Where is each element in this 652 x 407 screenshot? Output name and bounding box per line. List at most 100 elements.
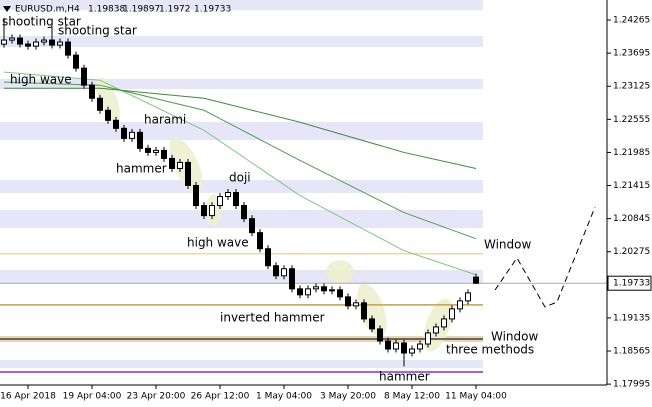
annotation: doji (229, 171, 251, 185)
candle-body (185, 161, 191, 186)
candle-body (265, 248, 271, 267)
ohlc-high: 1.19897 (123, 5, 160, 15)
candle-body (273, 265, 279, 277)
candle-body (9, 37, 15, 41)
annotation: hammer (116, 162, 167, 176)
candle-body (369, 318, 375, 330)
annotation: hammer (379, 370, 430, 384)
y-tick-label: 1.21985 (613, 148, 650, 158)
candle-body (337, 289, 343, 298)
x-tick-label: 19 Apr 04:00 (63, 392, 122, 402)
x-tick-label: 1 May 04:00 (256, 392, 312, 402)
candle-body (345, 296, 351, 307)
candle-body (201, 205, 207, 217)
candle-body (441, 318, 447, 328)
y-tick-label: 1.17995 (613, 380, 650, 390)
annotation: three methods (446, 343, 534, 357)
annotation: Window (491, 330, 539, 344)
annotation: inverted hammer (220, 311, 325, 325)
y-tick-label: 1.24265 (613, 16, 650, 26)
y-tick-label: 1.20845 (613, 214, 650, 224)
candle-body (393, 342, 399, 350)
x-tick-label: 11 May 04:00 (445, 392, 507, 402)
candle-body (305, 288, 311, 296)
y-tick-label: 1.19135 (613, 313, 650, 323)
candle-body (473, 276, 479, 284)
candle-body (1, 39, 7, 45)
annotation: high wave (10, 73, 72, 87)
candle-body (465, 292, 471, 302)
ohlc-open: 1.19838 (88, 5, 125, 15)
candle-body (217, 196, 223, 207)
candle-body (433, 326, 439, 334)
annotation: shooting star (58, 24, 137, 38)
candle-body (241, 205, 247, 220)
candle-body (49, 39, 55, 46)
candle-body (161, 149, 167, 159)
candle-body (121, 127, 127, 139)
annotation: shooting star (2, 15, 81, 29)
candle-body (329, 289, 335, 292)
candle-body (361, 302, 367, 320)
candle-body (129, 131, 135, 139)
candle-body (297, 288, 303, 296)
x-tick-label: 3 May 20:00 (320, 392, 376, 402)
price-box (607, 275, 652, 291)
candle-body (401, 342, 407, 354)
menu-icon (3, 6, 11, 12)
projection (494, 206, 596, 308)
candle-body (449, 308, 455, 320)
candle-body (289, 268, 295, 290)
candle-body (97, 97, 103, 111)
y-tick-label: 1.21415 (613, 181, 650, 191)
candle-body (409, 348, 415, 354)
candle-body (153, 149, 159, 153)
candle-body (145, 147, 151, 153)
candle-body (41, 39, 47, 43)
candle-body (113, 119, 119, 129)
y-tick-label: 1.22555 (613, 115, 650, 125)
candle-body (313, 286, 319, 290)
candle-body (281, 268, 287, 277)
ohlc-low: 1.1972 (159, 5, 191, 15)
y-tick-label: 1.23125 (613, 82, 650, 92)
candle-body (25, 43, 31, 47)
y-tick-label: 1.20275 (613, 247, 650, 257)
x-tick-label: 23 Apr 20:00 (127, 392, 186, 402)
candle-body (177, 161, 183, 169)
candle-body (353, 302, 359, 307)
x-tick-label: 26 Apr 12:00 (191, 392, 250, 402)
candle-body (257, 232, 263, 250)
ohlc-close: 1.19733 (194, 5, 231, 15)
annotation: Window (484, 238, 532, 252)
candle-body (137, 131, 143, 149)
candle-body (105, 109, 111, 121)
candle-body (425, 332, 431, 345)
plot (0, 18, 607, 373)
candle-body (33, 41, 39, 47)
candle-body (233, 192, 239, 207)
candle-body (57, 41, 63, 46)
x-tick-label: 8 May 12:00 (384, 392, 440, 402)
candle-body (225, 192, 231, 198)
candle-body (209, 205, 215, 217)
annotation: harami (144, 113, 186, 127)
chart-title: EURUSD.m,H4 (15, 5, 80, 15)
candle-body (89, 84, 95, 99)
candle-body (377, 328, 383, 342)
candle-body (73, 54, 79, 69)
candle-body (321, 286, 327, 292)
candle-body (193, 184, 199, 207)
x-tick-label: 16 Apr 2018 (0, 392, 56, 402)
annotation: high wave (187, 236, 249, 250)
candle-body (385, 340, 391, 350)
candle-body (457, 300, 463, 310)
price-box-label: 1.19733 (613, 279, 650, 289)
candle-body (17, 37, 23, 45)
candle-body (81, 67, 87, 86)
candle-body (65, 41, 71, 56)
candle-body (417, 343, 423, 350)
y-tick-label: 1.18565 (613, 347, 650, 357)
